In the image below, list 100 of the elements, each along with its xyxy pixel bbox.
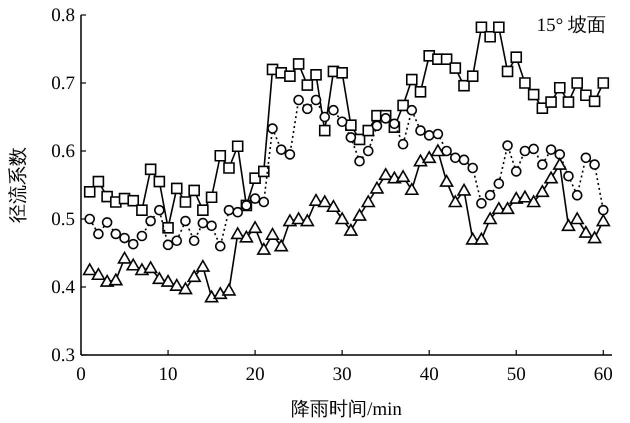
point xyxy=(249,172,261,184)
x-tick-label: 0 xyxy=(76,364,86,385)
point xyxy=(474,232,488,245)
point xyxy=(344,224,358,236)
point xyxy=(223,162,235,174)
point xyxy=(144,164,156,176)
point xyxy=(396,170,410,182)
point xyxy=(370,182,384,194)
point xyxy=(580,89,592,102)
point xyxy=(154,176,166,188)
point xyxy=(302,79,314,91)
point xyxy=(510,166,522,177)
annotation: 15° 坡面 xyxy=(536,15,606,36)
point xyxy=(222,284,236,296)
point xyxy=(484,190,496,200)
x-tick-label: 40 xyxy=(420,364,439,385)
point xyxy=(318,195,332,208)
point xyxy=(589,159,600,170)
point xyxy=(415,125,426,136)
point xyxy=(597,77,610,89)
y-axis-title: 径流系数 xyxy=(7,147,29,223)
point xyxy=(494,178,504,189)
point xyxy=(520,146,530,156)
point xyxy=(502,66,514,78)
point xyxy=(406,104,418,116)
point xyxy=(466,70,479,82)
point xyxy=(310,94,322,106)
point xyxy=(187,270,201,282)
point xyxy=(258,196,270,208)
point xyxy=(397,100,409,112)
point xyxy=(596,214,610,226)
point xyxy=(414,86,426,98)
point xyxy=(518,190,532,203)
point xyxy=(188,235,200,246)
point xyxy=(571,77,583,89)
point xyxy=(318,124,331,136)
x-tick-label: 50 xyxy=(506,364,526,385)
point xyxy=(214,240,226,252)
point xyxy=(232,140,244,152)
point xyxy=(144,261,158,274)
point xyxy=(572,190,582,200)
point xyxy=(510,51,522,63)
point xyxy=(248,221,262,234)
point xyxy=(570,212,584,224)
point xyxy=(274,239,288,252)
point xyxy=(422,151,436,164)
point xyxy=(448,195,462,208)
point xyxy=(198,218,208,228)
point xyxy=(276,144,287,155)
point xyxy=(398,138,408,150)
point xyxy=(552,158,567,170)
point xyxy=(528,88,540,100)
point xyxy=(336,67,348,79)
point xyxy=(458,80,470,92)
point xyxy=(554,149,566,160)
x-tick-label: 20 xyxy=(246,364,265,385)
point xyxy=(136,230,148,242)
point xyxy=(378,168,392,180)
point xyxy=(528,144,539,154)
y-tick-label: 0.8 xyxy=(51,5,75,26)
point xyxy=(266,228,280,240)
point xyxy=(213,287,228,300)
point xyxy=(162,222,174,234)
point xyxy=(250,193,260,204)
point xyxy=(180,216,191,226)
point xyxy=(483,212,497,224)
point xyxy=(545,96,557,108)
point xyxy=(536,102,548,114)
x-tick-label: 30 xyxy=(332,364,352,385)
point xyxy=(171,235,182,246)
point xyxy=(536,185,550,198)
point xyxy=(440,174,454,187)
point xyxy=(352,208,366,221)
point xyxy=(293,94,304,106)
point xyxy=(432,128,444,140)
point xyxy=(267,123,278,134)
point xyxy=(424,130,434,141)
point xyxy=(292,212,306,224)
point xyxy=(361,195,376,208)
point xyxy=(588,96,600,108)
point xyxy=(598,204,609,216)
point xyxy=(500,202,514,214)
point xyxy=(406,74,418,86)
point xyxy=(336,116,348,128)
point xyxy=(414,154,428,166)
point xyxy=(92,268,106,280)
point xyxy=(458,154,470,166)
point xyxy=(431,144,445,156)
point xyxy=(563,170,574,182)
point xyxy=(284,70,296,82)
point xyxy=(380,113,391,124)
point xyxy=(145,216,156,226)
point xyxy=(440,53,452,65)
point xyxy=(126,258,140,271)
point xyxy=(292,58,304,70)
point xyxy=(170,278,184,291)
point xyxy=(354,156,365,166)
point xyxy=(335,212,349,224)
x-axis-title: 降雨时间/min xyxy=(291,399,402,420)
point xyxy=(502,140,513,151)
